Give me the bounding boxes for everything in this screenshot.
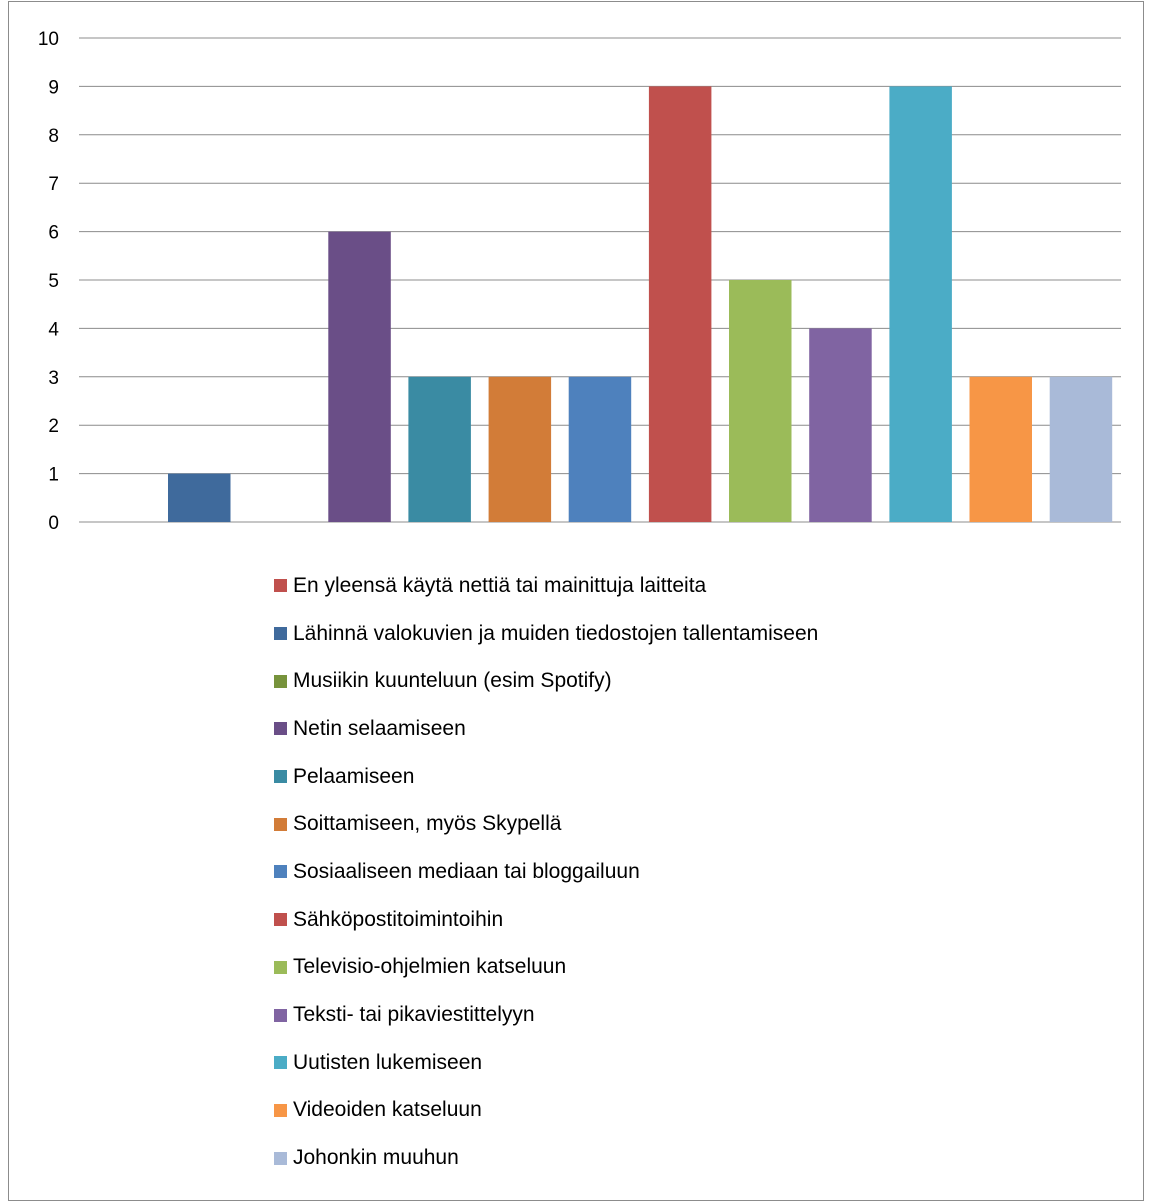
y-tick-label: 3 [48, 368, 59, 389]
legend-label: Lähinnä valokuvien ja muiden tiedostojen… [293, 621, 819, 645]
y-tick-label: 0 [48, 513, 59, 534]
legend-label: Uutisten lukemiseen [293, 1050, 483, 1074]
legend-item: Netin selaamiseen [274, 705, 1094, 753]
legend-item: Pelaamiseen [274, 753, 1094, 801]
legend-item: En yleensä käytä nettiä tai mainittuja l… [274, 562, 1094, 610]
legend-swatch [274, 579, 287, 593]
legend-label: Sosiaaliseen mediaan tai bloggailuun [293, 859, 640, 883]
y-tick-label: 1 [48, 465, 59, 486]
bar-5 [408, 376, 471, 522]
legend-swatch [274, 674, 287, 688]
legend-label: Teksti- tai pikaviestittelyyn [293, 1003, 535, 1027]
legend-item: Sosiaaliseen mediaan tai bloggailuun [274, 848, 1094, 896]
legend-label: Sähköpostitoimintoihin [293, 907, 504, 931]
y-tick-label: 8 [48, 126, 59, 147]
chart-legend: En yleensä käytä nettiä tai mainittuja l… [274, 562, 1094, 1182]
bar-chart: 0 1 2 3 4 5 6 7 8 9 10 [38, 29, 1121, 534]
legend-swatch [274, 960, 287, 974]
legend-swatch [274, 913, 287, 927]
legend-label: Netin selaamiseen [293, 716, 466, 740]
y-tick-label: 6 [48, 223, 59, 244]
legend-swatch [274, 1008, 287, 1022]
y-tick-label: 5 [48, 271, 59, 292]
legend-swatch [274, 1103, 287, 1117]
chart-frame: 0 1 2 3 4 5 6 7 8 9 10 En yleensä käytä nettiä tai… [8, 1, 1144, 1201]
y-tick-label: 4 [48, 319, 59, 340]
y-tick-label: 10 [38, 29, 59, 50]
legend-item: Soittamiseen, myös Skypellä [274, 800, 1094, 848]
bar-7 [568, 376, 632, 522]
legend-swatch [274, 817, 287, 831]
legend-item: Johonkin muuhun [274, 1134, 1094, 1182]
legend-swatch [274, 627, 287, 641]
legend-item: Lähinnä valokuvien ja muiden tiedostojen… [274, 610, 1094, 658]
bar-6 [488, 376, 552, 522]
legend-label: Videoiden katseluun [293, 1098, 482, 1122]
legend-label: Musiikin kuunteluun (esim Spotify) [293, 669, 612, 693]
legend-swatch [274, 1056, 287, 1070]
legend-label: Johonkin muuhun [293, 1146, 459, 1170]
legend-item: Uutisten lukemiseen [274, 1039, 1094, 1087]
legend-item: Sähköpostitoimintoihin [274, 896, 1094, 944]
bar-10 [809, 328, 872, 522]
bar-2 [168, 473, 231, 522]
legend-label: Pelaamiseen [293, 764, 415, 788]
legend-item: Teksti- tai pikaviestittelyyn [274, 991, 1094, 1039]
bar-9 [729, 280, 792, 522]
y-tick-label: 2 [48, 416, 59, 437]
legend-swatch [274, 865, 287, 879]
bar-13 [1049, 376, 1113, 522]
legend-label: Soittamiseen, myös Skypellä [293, 812, 562, 836]
y-tick-label: 7 [48, 174, 59, 195]
bar-12 [969, 376, 1032, 522]
legend-swatch [274, 770, 287, 784]
legend-swatch [274, 1151, 287, 1165]
legend-label: Televisio-ohjelmien katseluun [293, 955, 567, 979]
bar-8 [648, 86, 712, 523]
bar-11 [889, 86, 952, 523]
legend-item: Musiikin kuunteluun (esim Spotify) [274, 657, 1094, 705]
legend-swatch [274, 722, 287, 736]
legend-item: Videoiden katseluun [274, 1087, 1094, 1135]
legend-label: En yleensä käytä nettiä tai mainittuja l… [293, 573, 707, 597]
legend-item: Televisio-ohjelmien katseluun [274, 944, 1094, 992]
y-tick-label: 9 [48, 77, 59, 98]
bar-4 [328, 231, 391, 522]
